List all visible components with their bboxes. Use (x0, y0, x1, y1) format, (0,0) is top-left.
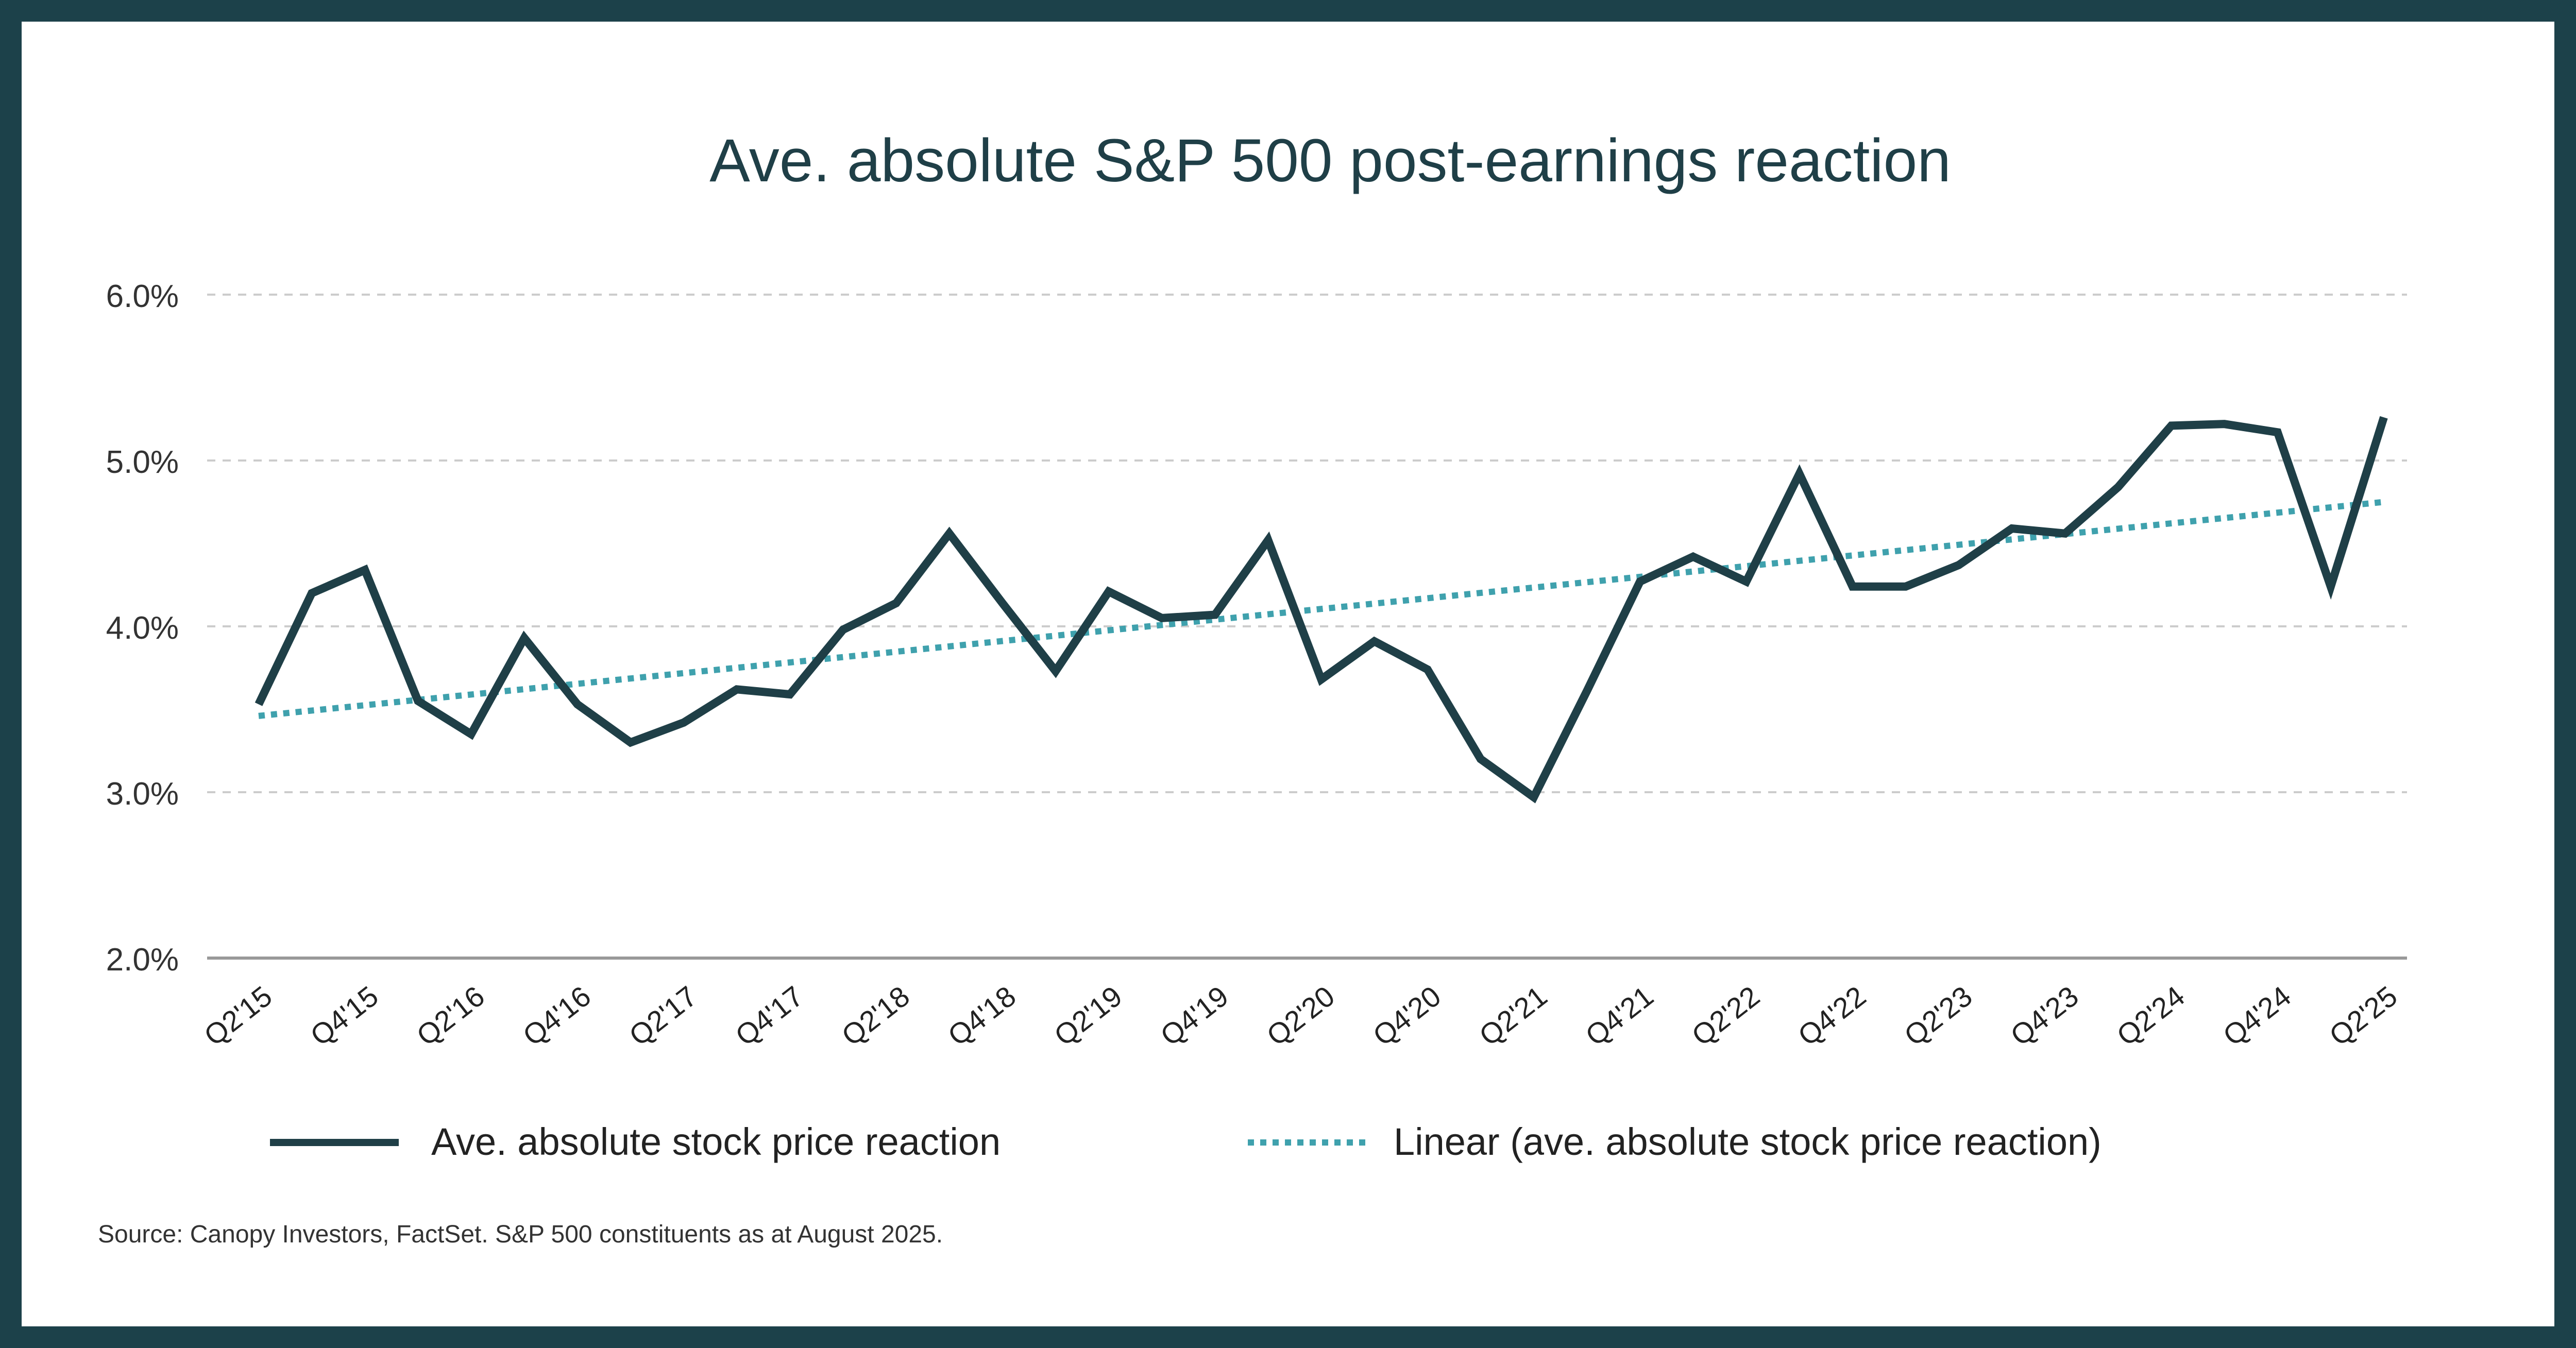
x-tick-label: Q2'15 (198, 980, 278, 1052)
x-tick-label: Q4'18 (942, 980, 1022, 1052)
chart-card: Ave. absolute S&P 500 post-earnings reac… (22, 22, 2554, 1326)
x-tick-label: Q4'16 (517, 980, 597, 1052)
x-tick-label: Q4'17 (729, 980, 809, 1052)
line-chart: Ave. absolute S&P 500 post-earnings reac… (98, 127, 2407, 1248)
x-tick-label: Q2'22 (1686, 980, 1766, 1052)
series-layer (255, 416, 2388, 804)
y-tick-label: 4.0% (106, 610, 179, 646)
x-tick-label: Q4'20 (1367, 980, 1447, 1052)
x-tick-label: Q2'25 (2323, 980, 2403, 1052)
legend-label-series: Ave. absolute stock price reaction (431, 1120, 1001, 1163)
y-tick-label: 3.0% (106, 776, 179, 812)
trendline (258, 499, 2384, 719)
x-tick-label: Q4'15 (304, 980, 384, 1052)
legend: Ave. absolute stock price reaction Linea… (270, 1120, 2102, 1163)
series-line (255, 416, 2388, 804)
y-tick-label: 6.0% (106, 279, 179, 314)
x-tick-label: Q4'22 (1792, 980, 1872, 1052)
x-tick-label: Q2'20 (1261, 980, 1341, 1052)
legend-label-trend: Linear (ave. absolute stock price reacti… (1394, 1120, 2102, 1163)
gridlines (207, 294, 2407, 960)
x-tick-label: Q4'19 (1154, 980, 1234, 1052)
y-axis-ticks: 2.0% 3.0% 4.0% 5.0% 6.0% (106, 279, 179, 978)
y-tick-label: 5.0% (106, 445, 179, 480)
x-axis-ticks: Q2'15 Q4'15 Q2'16 Q4'16 Q2'17 Q4'17 Q2'18 Q4'18… (198, 980, 2403, 1052)
x-tick-label: Q2'18 (836, 980, 916, 1052)
x-tick-label: Q2'17 (623, 980, 703, 1052)
source-note: Source: Canopy Investors, FactSet. S&P 5… (98, 1221, 943, 1248)
y-tick-label: 2.0% (106, 942, 179, 978)
x-tick-label: Q2'24 (2111, 980, 2191, 1052)
chart-title: Ave. absolute S&P 500 post-earnings reac… (709, 127, 1951, 195)
x-tick-label: Q2'21 (1473, 980, 1553, 1052)
x-tick-label: Q2'16 (411, 980, 490, 1052)
x-tick-label: Q2'23 (1898, 980, 1978, 1052)
x-tick-label: Q4'24 (2217, 980, 2297, 1052)
x-tick-label: Q4'23 (2004, 980, 2084, 1052)
x-tick-label: Q4'21 (1579, 980, 1659, 1052)
x-tick-label: Q2'19 (1048, 980, 1128, 1052)
